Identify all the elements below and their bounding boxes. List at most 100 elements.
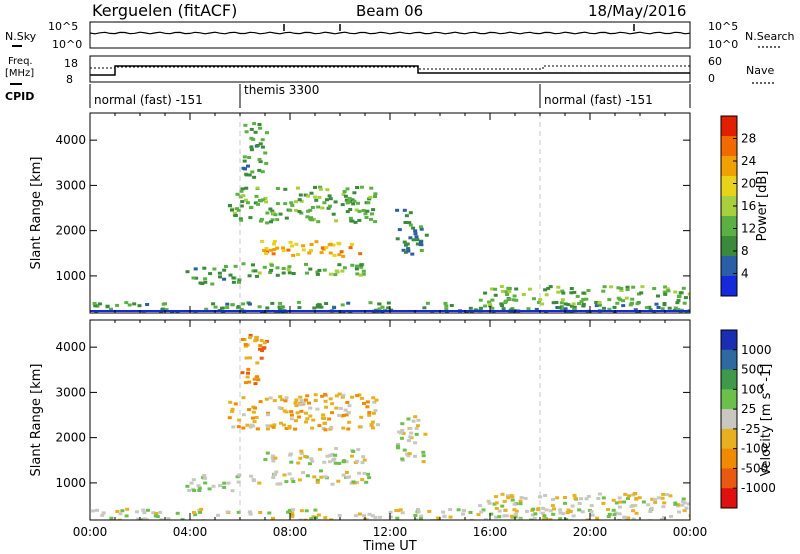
velocity-cell-2-27	[277, 482, 282, 486]
power-cell-7-62	[560, 298, 565, 302]
power-cell-3-22	[264, 250, 269, 254]
power-cell-3-39	[324, 246, 329, 249]
power-cell-7-43	[676, 299, 681, 303]
velocity-cell-4-100	[350, 395, 355, 399]
velocity-cell-7-92	[623, 492, 628, 496]
power-cell-2-26	[241, 262, 246, 266]
power-cell-0-126	[97, 302, 102, 306]
power-cell-7-49	[652, 287, 657, 290]
power-cell-0-129	[554, 301, 559, 304]
velocity-cell-2-14	[364, 480, 369, 484]
colorbar-tick-label: 28	[741, 132, 756, 146]
power-cell-6-2	[408, 223, 413, 227]
power-cell-5-20	[244, 173, 249, 177]
noise-panel: N.Sky 10^5 10^0 10^5 10^0 N.Search	[5, 20, 795, 51]
power-cell-4-104	[228, 204, 232, 208]
velocity-cell-0-63	[623, 515, 628, 519]
velocity-cell-0-166	[662, 516, 667, 519]
power-cell-7-81	[556, 285, 561, 289]
power-cell-6-19	[419, 249, 424, 252]
velocity-cell-6-31	[421, 454, 426, 458]
power-cell-3-24	[301, 244, 306, 248]
colorbar-tick-label: 16	[741, 199, 756, 213]
velocity-cell-4-31	[376, 423, 380, 427]
power-cell-7-83	[532, 297, 536, 301]
power-cell-6-6	[401, 248, 406, 252]
velocity-cell-7-36	[523, 496, 528, 500]
power-cell-5-22	[241, 166, 246, 170]
power-cell-7-44	[625, 288, 630, 292]
power-cell-0-142	[279, 306, 284, 310]
velocity-cell-4-70	[303, 411, 308, 415]
power-cell-3-6	[328, 251, 333, 255]
ytick-label: 2000	[55, 431, 86, 445]
velocity-cell-7-80	[673, 502, 678, 506]
ytick-label: 3000	[55, 178, 86, 192]
velocity-cell-7-48	[497, 509, 502, 513]
power-cell-4-99	[254, 194, 259, 198]
velocity-cell-0-65	[561, 512, 566, 516]
power-cell-7-16	[489, 287, 494, 291]
velocity-cell-1-9	[211, 484, 216, 488]
velocity-cell-0-73	[416, 510, 421, 513]
velocity-cell-3-20	[273, 456, 278, 460]
power-cell-0-32	[204, 307, 209, 311]
power-cell-7-3	[514, 298, 519, 302]
power-cell-0-52	[296, 300, 301, 304]
power-cell-0-8	[257, 305, 262, 309]
velocity-cell-7-65	[573, 496, 578, 500]
power-cell-7-21	[639, 291, 644, 295]
velocity-cell-7-29	[577, 508, 582, 512]
velocity-cell-1-7	[202, 474, 207, 478]
velocity-cell-0-44	[193, 513, 198, 517]
power-cell-0-180	[563, 302, 568, 306]
power-cell-4-66	[369, 217, 373, 221]
velocity-cell-2-24	[290, 477, 295, 481]
power-cell-4-21	[308, 208, 313, 212]
velocity-cell-0-132	[313, 516, 318, 519]
velocity-cell-2-15	[330, 482, 335, 486]
velocity-cell-3-35	[334, 447, 339, 450]
power-cell-7-52	[507, 298, 512, 301]
power-cell-0-13	[225, 306, 230, 310]
power-cell-4-42	[305, 215, 310, 219]
power-cell-2-40	[359, 263, 364, 267]
power-cell-3-1	[309, 249, 313, 253]
power-cell-4-76	[314, 198, 319, 202]
power-cell-4-97	[275, 187, 280, 190]
power-cell-7-79	[609, 285, 614, 289]
power-cell-0-96	[555, 306, 560, 309]
power-cell-3-12	[337, 253, 342, 257]
velocity-cell-1-12	[189, 481, 194, 485]
velocity-cell-3-40	[342, 459, 347, 463]
velocity-cell-4-91	[279, 398, 284, 402]
colorbar-tick-label: 1000	[741, 343, 772, 357]
power-cell-4-131	[297, 198, 302, 202]
velocity-cell-4-94	[373, 409, 378, 413]
power-cell-2-22	[333, 273, 338, 277]
velocity-cell-0-110	[540, 511, 545, 515]
velocity-cell-4-122	[369, 423, 374, 427]
velocity-cell-4-59	[284, 427, 289, 430]
power-cell-7-27	[514, 287, 519, 291]
velocity-cell-0-49	[115, 510, 120, 513]
velocity-cell-3-5	[271, 459, 276, 463]
power-cell-3-10	[260, 239, 265, 243]
velocity-cell-2-29	[315, 480, 320, 484]
colorbar-segment	[721, 389, 737, 410]
velocity-cell-7-18	[552, 507, 556, 511]
velocity-cell-4-121	[345, 401, 350, 404]
velocity-cell-0-153	[291, 508, 296, 512]
velocity-cell-3-12	[299, 449, 304, 453]
velocity-cell-0-58	[377, 515, 382, 519]
velocity-cell-7-17	[494, 506, 499, 510]
velocity-cell-4-73	[266, 413, 270, 417]
power-cell-1-23	[212, 267, 217, 271]
colorbar-tick-label: 12	[741, 222, 756, 236]
power-cell-0-158	[449, 304, 454, 307]
power-cell-5-17	[244, 130, 249, 134]
power-cell-6-28	[403, 221, 408, 224]
velocity-cell-0-1	[101, 511, 106, 515]
velocity-cell-3-14	[350, 454, 354, 458]
